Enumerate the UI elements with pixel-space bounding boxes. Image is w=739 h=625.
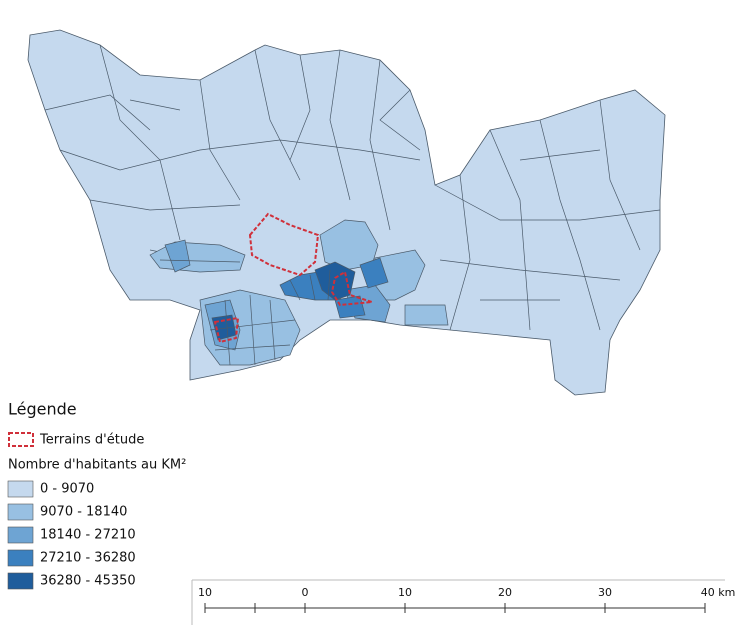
scale-label: 10 (198, 586, 212, 599)
legend-label: 27210 - 36280 (40, 551, 136, 566)
district-boundaries (159, 259, 331, 366)
region (359, 257, 389, 289)
region (404, 304, 449, 326)
legend-swatch (7, 480, 34, 498)
region (334, 295, 366, 319)
scale-label: 20 (498, 586, 512, 599)
study-area (330, 270, 373, 307)
map (27, 29, 666, 396)
legend-label: 18140 - 27210 (40, 528, 136, 543)
study-area (248, 212, 320, 277)
legend-swatch (7, 526, 34, 544)
legend-swatch (7, 549, 34, 567)
legend-label: Terrains d'étude (39, 433, 144, 448)
legend-label: 36280 - 45350 (40, 574, 136, 589)
scale-label: 10 (398, 586, 412, 599)
study-area-swatch (8, 432, 34, 447)
legend: Légende Terrains d'étude Nombre d'habita… (7, 400, 186, 590)
scale-frame (191, 579, 725, 625)
legend-swatch (7, 572, 34, 590)
region (164, 239, 191, 273)
district-boundaries (44, 44, 661, 331)
legend-subtitle: Nombre d'habitants au KM² (8, 458, 186, 473)
scale-label: 40 km (701, 586, 736, 599)
legend-label: 9070 - 18140 (40, 505, 127, 520)
study-area (213, 316, 240, 344)
scale-bar: 10 0 10 20 30 40 km (191, 579, 736, 625)
legend-swatch (7, 503, 34, 521)
scale-label: 30 (598, 586, 612, 599)
scale-label: 0 (302, 586, 309, 599)
region (319, 219, 379, 271)
legend-title: Légende (8, 400, 77, 419)
legend-label: 0 - 9070 (40, 482, 94, 497)
region (27, 29, 666, 396)
